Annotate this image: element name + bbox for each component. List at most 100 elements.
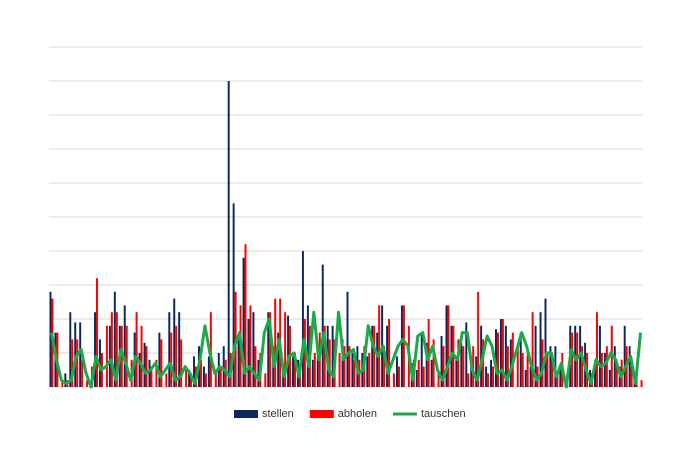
bar — [445, 305, 448, 387]
bar — [346, 291, 349, 387]
bar — [244, 244, 247, 387]
bar — [165, 373, 168, 387]
bar — [556, 373, 559, 387]
bar — [170, 332, 173, 387]
bar — [455, 359, 458, 387]
bar — [311, 359, 314, 387]
bar — [76, 339, 79, 387]
bar — [509, 339, 512, 387]
bar — [353, 359, 356, 387]
bar — [94, 312, 97, 387]
bar — [351, 353, 354, 387]
bar — [615, 366, 618, 387]
bar — [605, 346, 608, 387]
bar — [150, 366, 153, 387]
bar — [108, 325, 111, 387]
bar — [485, 366, 488, 387]
bar — [598, 325, 601, 387]
bar — [397, 366, 400, 387]
bar — [499, 319, 502, 387]
bar — [321, 264, 324, 387]
legend-label: stellen — [262, 408, 294, 420]
bar — [383, 346, 386, 387]
bar — [613, 346, 616, 387]
bar — [328, 339, 331, 387]
bar — [437, 373, 440, 387]
bar — [185, 366, 188, 387]
bar — [462, 346, 465, 387]
bar — [113, 291, 116, 387]
bar — [402, 305, 405, 387]
bar — [600, 353, 603, 387]
bar — [125, 325, 128, 387]
bar — [343, 346, 346, 387]
bar — [559, 366, 562, 387]
bar — [432, 339, 435, 387]
bar — [294, 353, 297, 387]
bar — [71, 339, 74, 387]
bar — [292, 356, 295, 387]
bar — [254, 346, 257, 387]
bar — [341, 339, 344, 387]
bar — [524, 370, 527, 387]
bar — [400, 305, 403, 387]
bar — [81, 359, 84, 387]
bar — [417, 359, 420, 387]
bar — [105, 325, 108, 387]
bar — [378, 305, 381, 387]
bar — [199, 359, 202, 387]
bar — [368, 353, 371, 387]
bar — [371, 325, 374, 387]
bar — [640, 380, 643, 387]
bar — [501, 319, 504, 387]
bar — [338, 353, 341, 387]
bar — [247, 319, 250, 387]
bar — [475, 356, 478, 387]
bar — [237, 336, 240, 387]
bar — [531, 312, 534, 387]
bar — [323, 325, 326, 387]
bar — [168, 312, 171, 387]
bar — [79, 322, 82, 387]
bar — [422, 366, 425, 387]
bar — [544, 298, 547, 387]
bar — [420, 332, 423, 387]
bar — [110, 312, 113, 387]
bar — [348, 346, 351, 387]
bar — [173, 298, 176, 387]
bar — [123, 305, 126, 387]
bar — [227, 81, 230, 387]
bar — [490, 359, 493, 387]
bar — [506, 346, 509, 387]
bar — [539, 312, 542, 387]
legend-label: tauschen — [421, 408, 466, 420]
bar — [440, 336, 443, 387]
bar — [395, 356, 398, 387]
bar — [190, 373, 193, 387]
bar — [155, 359, 158, 387]
bar — [546, 353, 549, 387]
bar — [551, 359, 554, 387]
bar — [287, 315, 290, 387]
bar — [249, 305, 252, 387]
bar — [630, 366, 633, 387]
bar — [242, 257, 245, 387]
bar — [306, 305, 309, 387]
bar — [521, 353, 524, 387]
bar — [160, 339, 163, 387]
bar — [603, 353, 606, 387]
bar — [504, 325, 507, 387]
bar — [252, 312, 255, 387]
bar — [209, 312, 212, 387]
bar — [480, 325, 483, 387]
bar — [277, 332, 280, 387]
bar — [447, 305, 450, 387]
bar — [494, 329, 497, 387]
bar — [175, 325, 178, 387]
bar — [593, 366, 596, 387]
bar — [492, 366, 495, 387]
bar — [516, 346, 519, 387]
bar — [496, 332, 499, 387]
bar — [460, 342, 463, 387]
